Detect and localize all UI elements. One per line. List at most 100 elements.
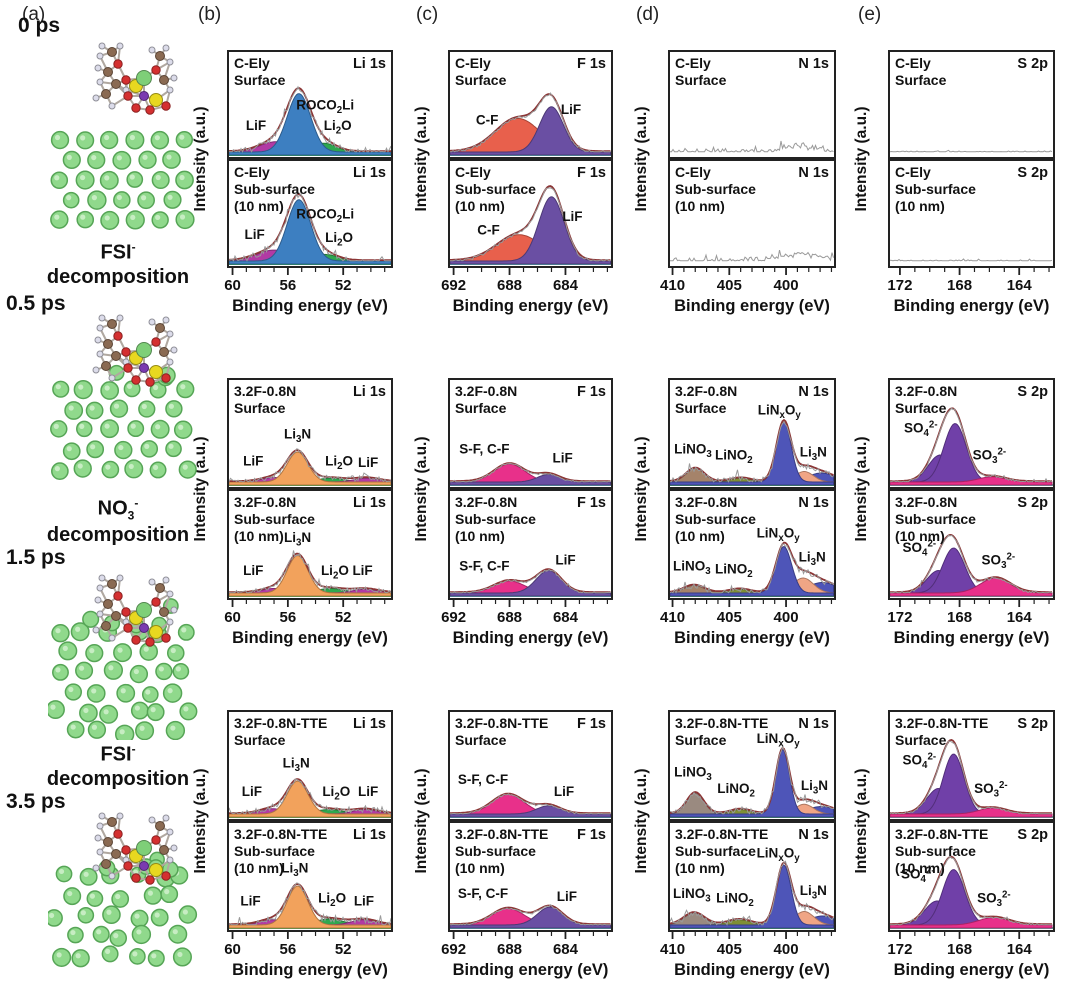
x-tick-label: 692 [441,609,466,626]
panel-label-d: (d) [636,4,660,25]
panel-label-a: (a) [22,4,46,25]
panel-label-e: (e) [858,4,882,25]
peak-label: LiNxOy [757,526,801,545]
sample-label: 3.2F-0.8N-TTE [234,826,327,842]
raw-trace [450,462,611,483]
electrolyte-molecule [92,42,178,115]
peak-label: SO42- [903,539,937,559]
region-label: F 1s [577,56,606,72]
plot-box [448,489,613,600]
region-label: S 2p [1017,827,1048,843]
x-axis-title: Binding energy (eV) [453,629,609,647]
x-axis-title: Binding energy (eV) [894,961,1050,979]
depth-label: (10 nm) [675,198,725,214]
raw-trace [229,191,391,262]
peak-label: LiNxOy [757,731,801,750]
region-label: Li 1s [353,384,386,400]
fit-envelope [229,449,391,482]
y-axis-title: Intensity (a.u.) [413,768,430,873]
raw-trace [670,421,834,483]
peak-label: Li3N [281,861,308,880]
y-axis-title: Intensity (a.u.) [413,106,430,211]
plot-box [227,710,393,821]
depth-label: Sub-surface [675,511,756,527]
raw-trace [229,778,391,815]
li-metal-lattice [50,130,195,230]
x-axis-title: Binding energy (eV) [894,629,1050,647]
x-tick-label: 684 [553,609,579,626]
panel-label-c: (c) [416,4,439,25]
x-tick-label: 410 [660,277,685,294]
region-label: F 1s [577,384,606,400]
plot-box [668,378,836,489]
peak-label: LiNO2 [717,781,755,800]
x-axis-title: Binding energy (eV) [674,961,830,979]
depth-label: Sub-surface [895,843,976,859]
x-tick-label: 688 [497,277,522,294]
raw-trace [670,860,834,926]
plot-box [448,710,613,821]
plot-box [668,159,836,268]
caption-line1: NO3- [97,496,139,523]
time-label-0ps: 0 ps [18,14,61,37]
x-tick-label: 688 [497,941,522,958]
peak-label: LiF [243,454,263,469]
peak-label: LiNO3 [673,559,711,578]
peak-label: LiF [555,553,575,568]
depth-label: Surface [895,400,947,416]
region-label: N 1s [798,716,829,732]
plot-box [668,710,836,821]
peak-label: SO32- [977,889,1011,909]
sample-label: 3.2F-0.8N-TTE [455,826,548,842]
x-tick-label: 164 [1007,609,1033,626]
peak-label: Li3N [799,550,826,569]
peak-label: ROCO2Li [296,98,354,117]
peak-label: Li2O [324,118,352,137]
y-axis-title: Intensity (a.u.) [192,768,209,873]
caption-fsi-decomposition-2: FSI- decomposition [18,742,218,791]
peak-label: LiF [352,563,372,578]
region-label: S 2p [1017,384,1048,400]
sample-label: C-Ely [234,164,270,180]
peak-label: Li2O [321,563,349,582]
raw-trace [229,882,391,927]
electrolyte-molecule [92,812,178,885]
x-tick-label: 56 [280,941,297,958]
caption-line1: FSI- [100,742,136,766]
plot-box [448,50,613,159]
depth-label: Sub-surface [234,843,315,859]
sample-label: 3.2F-0.8N-TTE [895,715,988,731]
md-snapshot-1-5ps [48,574,198,740]
plot-box [227,489,393,600]
x-axis-title: Binding energy (eV) [232,961,388,979]
panel-label-b: (b) [198,4,222,25]
peak-label: S-F, C-F [459,559,509,574]
sample-label: 3.2F-0.8N-TTE [675,826,768,842]
raw-trace [890,258,1053,262]
x-tick-label: 692 [441,941,466,958]
plot-box [888,159,1055,268]
sample-label: C-Ely [895,55,931,71]
depth-label: Sub-surface [234,181,315,197]
peak-label: LiF [240,894,260,909]
region-label: S 2p [1017,716,1048,732]
depth-label: Sub-surface [675,843,756,859]
caption-fsi-decomposition-1: FSI- decomposition [18,240,218,289]
region-label: N 1s [798,165,829,181]
x-tick-label: 688 [497,609,522,626]
peak-label: Li3N [800,883,827,902]
time-label-0-5ps: 0.5 ps [6,292,66,315]
depth-label: (10 nm) [455,198,505,214]
peak-label: LiNO2 [715,562,753,581]
x-tick-label: 172 [887,941,912,958]
x-tick-label: 684 [553,277,579,294]
region-label: Li 1s [353,56,386,72]
